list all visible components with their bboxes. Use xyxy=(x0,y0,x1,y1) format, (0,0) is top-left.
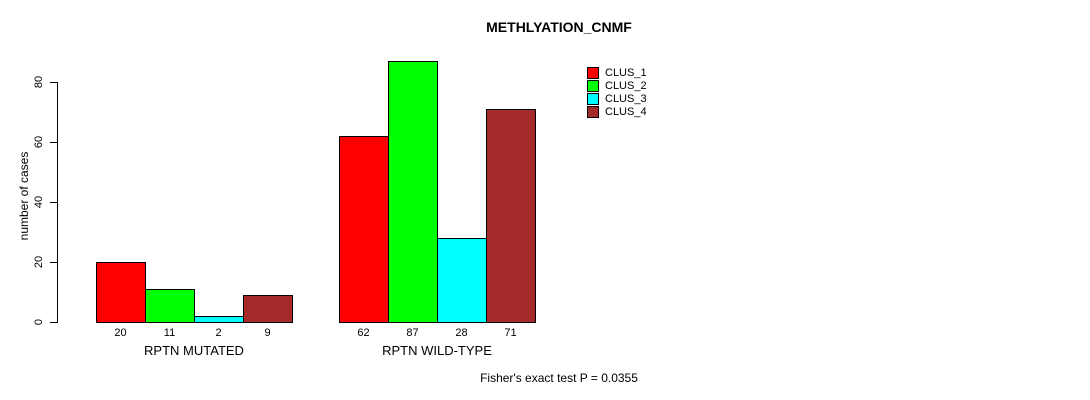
legend-label-clus_1: CLUS_1 xyxy=(605,67,647,79)
annotation-fisher-test: Fisher's exact test P = 0.0355 xyxy=(480,371,638,385)
x-group-label-rptn-mutated: RPTN MUTATED xyxy=(144,343,244,358)
legend-swatch-clus_1 xyxy=(587,67,599,79)
legend-label-clus_3: CLUS_3 xyxy=(605,93,647,105)
bar-clus_1-rptn-wild-type xyxy=(339,136,389,323)
bar-clus_1-rptn-mutated xyxy=(96,262,146,323)
y-axis-tick xyxy=(50,82,57,83)
y-axis-line xyxy=(57,82,58,323)
bar-value-label: 28 xyxy=(455,327,468,339)
bar-value-label: 87 xyxy=(406,327,419,339)
legend-swatch-clus_4 xyxy=(587,106,599,118)
bar-clus_4-rptn-wild-type xyxy=(486,109,536,323)
bar-value-label: 9 xyxy=(264,327,271,339)
bar-clus_4-rptn-mutated xyxy=(243,295,293,323)
legend-swatch-clus_2 xyxy=(587,80,599,92)
legend-label-clus_2: CLUS_2 xyxy=(605,80,647,92)
bar-value-label: 71 xyxy=(504,327,517,339)
bar-clus_3-rptn-wild-type xyxy=(437,238,487,323)
legend-label-clus_4: CLUS_4 xyxy=(605,106,647,118)
y-axis-tick xyxy=(50,262,57,263)
bar-clus_2-rptn-mutated xyxy=(145,289,195,323)
chart-title: METHLYATION_CNMF xyxy=(486,19,632,35)
y-axis-tick xyxy=(50,322,57,323)
bar-value-label: 11 xyxy=(163,327,176,339)
bar-clus_2-rptn-wild-type xyxy=(388,61,438,323)
bar-value-label: 2 xyxy=(215,327,222,339)
y-axis-tick xyxy=(50,142,57,143)
y-axis-tick xyxy=(50,202,57,203)
bar-value-label: 62 xyxy=(357,327,370,339)
legend-swatch-clus_3 xyxy=(587,93,599,105)
bar-value-label: 20 xyxy=(114,327,127,339)
x-group-label-rptn-wild-type: RPTN WILD-TYPE xyxy=(382,343,492,358)
